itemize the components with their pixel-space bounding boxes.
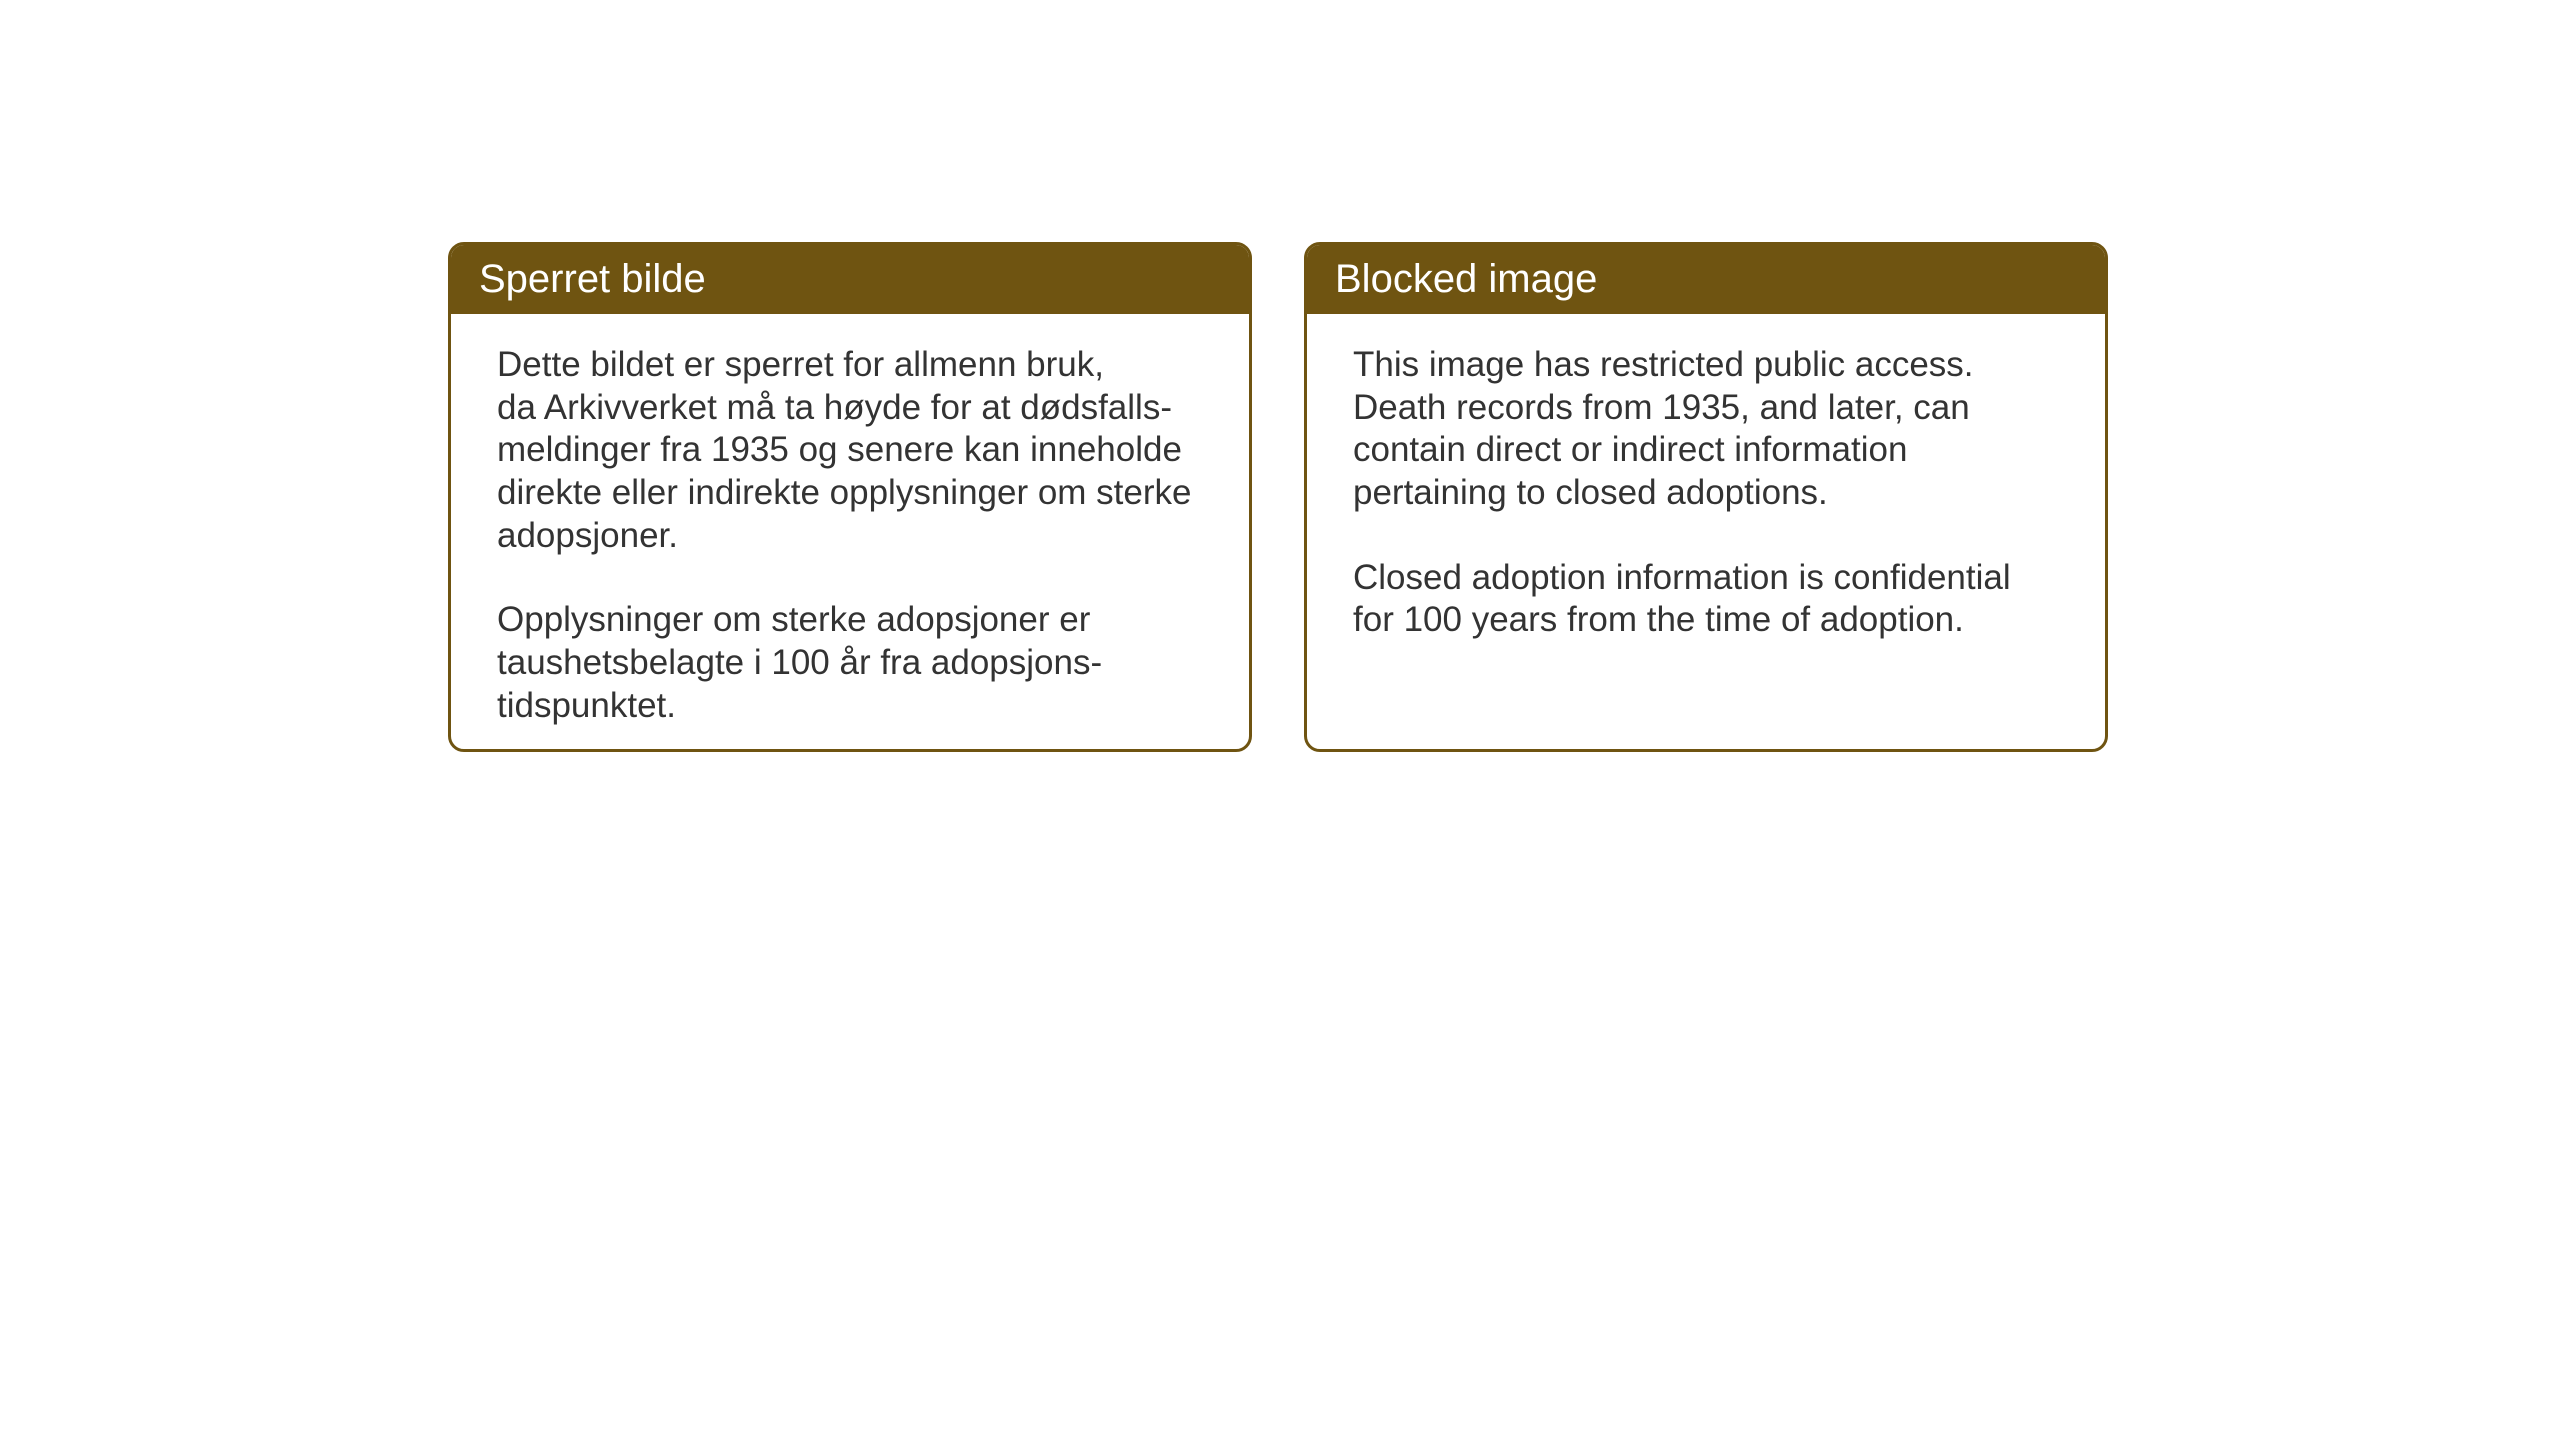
english-card-title: Blocked image: [1335, 257, 1597, 301]
text-line: da Arkivverket må ta høyde for at dødsfa…: [497, 387, 1203, 430]
text-line: Closed adoption information is confident…: [1353, 557, 2059, 600]
english-card-body: This image has restricted public access.…: [1307, 314, 2105, 672]
text-line: for 100 years from the time of adoption.: [1353, 599, 2059, 642]
norwegian-card-title: Sperret bilde: [479, 257, 706, 301]
norwegian-card: Sperret bilde Dette bildet er sperret fo…: [448, 242, 1252, 752]
english-card-header: Blocked image: [1307, 245, 2105, 314]
text-line: tidspunktet.: [497, 685, 1203, 728]
text-line: Dette bildet er sperret for allmenn bruk…: [497, 344, 1203, 387]
norwegian-card-header: Sperret bilde: [451, 245, 1249, 314]
english-paragraph-2: Closed adoption information is confident…: [1353, 557, 2059, 642]
text-line: This image has restricted public access.: [1353, 344, 2059, 387]
text-line: taushetsbelagte i 100 år fra adopsjons-: [497, 642, 1203, 685]
text-line: Death records from 1935, and later, can: [1353, 387, 2059, 430]
text-line: adopsjoner.: [497, 515, 1203, 558]
english-card: Blocked image This image has restricted …: [1304, 242, 2108, 752]
norwegian-card-body: Dette bildet er sperret for allmenn bruk…: [451, 314, 1249, 752]
text-line: direkte eller indirekte opplysninger om …: [497, 472, 1203, 515]
cards-container: Sperret bilde Dette bildet er sperret fo…: [448, 242, 2108, 752]
text-line: contain direct or indirect information: [1353, 429, 2059, 472]
text-line: meldinger fra 1935 og senere kan innehol…: [497, 429, 1203, 472]
text-line: pertaining to closed adoptions.: [1353, 472, 2059, 515]
norwegian-paragraph-2: Opplysninger om sterke adopsjoner er tau…: [497, 599, 1203, 727]
norwegian-paragraph-1: Dette bildet er sperret for allmenn bruk…: [497, 344, 1203, 557]
text-line: Opplysninger om sterke adopsjoner er: [497, 599, 1203, 642]
english-paragraph-1: This image has restricted public access.…: [1353, 344, 2059, 515]
